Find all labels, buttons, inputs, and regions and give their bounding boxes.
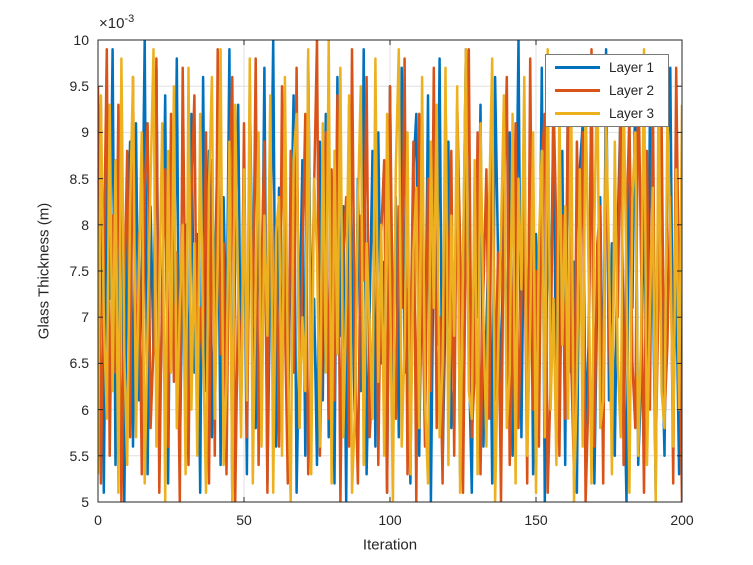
y-tick-label: 7.5	[69, 263, 89, 279]
y-tick-label: 5	[81, 494, 89, 510]
legend-item: Layer 3	[546, 102, 668, 125]
legend-swatch	[555, 89, 600, 92]
legend-item-label: Layer 2	[609, 83, 655, 98]
legend: Layer 1 Layer 2 Layer 3	[545, 54, 669, 127]
legend-swatch	[555, 66, 600, 69]
exponent-power: -3	[124, 13, 135, 25]
y-tick-label: 8.5	[69, 170, 89, 187]
y-tick-label: 6.5	[69, 355, 89, 372]
legend-item-label: Layer 3	[609, 106, 655, 121]
x-tick-label: 200	[670, 512, 694, 528]
series-lines	[98, 40, 682, 502]
legend-item: Layer 2	[546, 79, 668, 102]
series-line-layer-2	[98, 40, 682, 502]
y-tick-label: 9.5	[69, 78, 89, 95]
series-line-layer-3	[98, 40, 682, 502]
exponent-base: ×10	[99, 15, 125, 32]
legend-item: Layer 1	[546, 56, 668, 79]
y-tick-label: 10	[73, 32, 89, 48]
y-tick-label: 6	[81, 401, 89, 418]
x-tick-label: 150	[524, 512, 548, 528]
y-tick-label: 8	[81, 216, 89, 233]
y-tick-label: 5.5	[69, 447, 89, 464]
plot-area-box	[97, 39, 683, 503]
x-tick-label: 50	[236, 512, 252, 528]
y-axis-label: Glass Thickness (m)	[35, 202, 53, 340]
y-tick-label: 7	[81, 309, 89, 326]
legend-swatch	[555, 112, 600, 115]
x-tick-label: 100	[378, 512, 402, 528]
x-axis-label: Iteration	[362, 536, 418, 554]
y-tick-label: 9	[81, 124, 89, 141]
y-axis-exponent-label: ×10-3	[99, 13, 134, 32]
x-tick-label: 0	[94, 512, 102, 528]
legend-item-label: Layer 1	[609, 60, 655, 75]
